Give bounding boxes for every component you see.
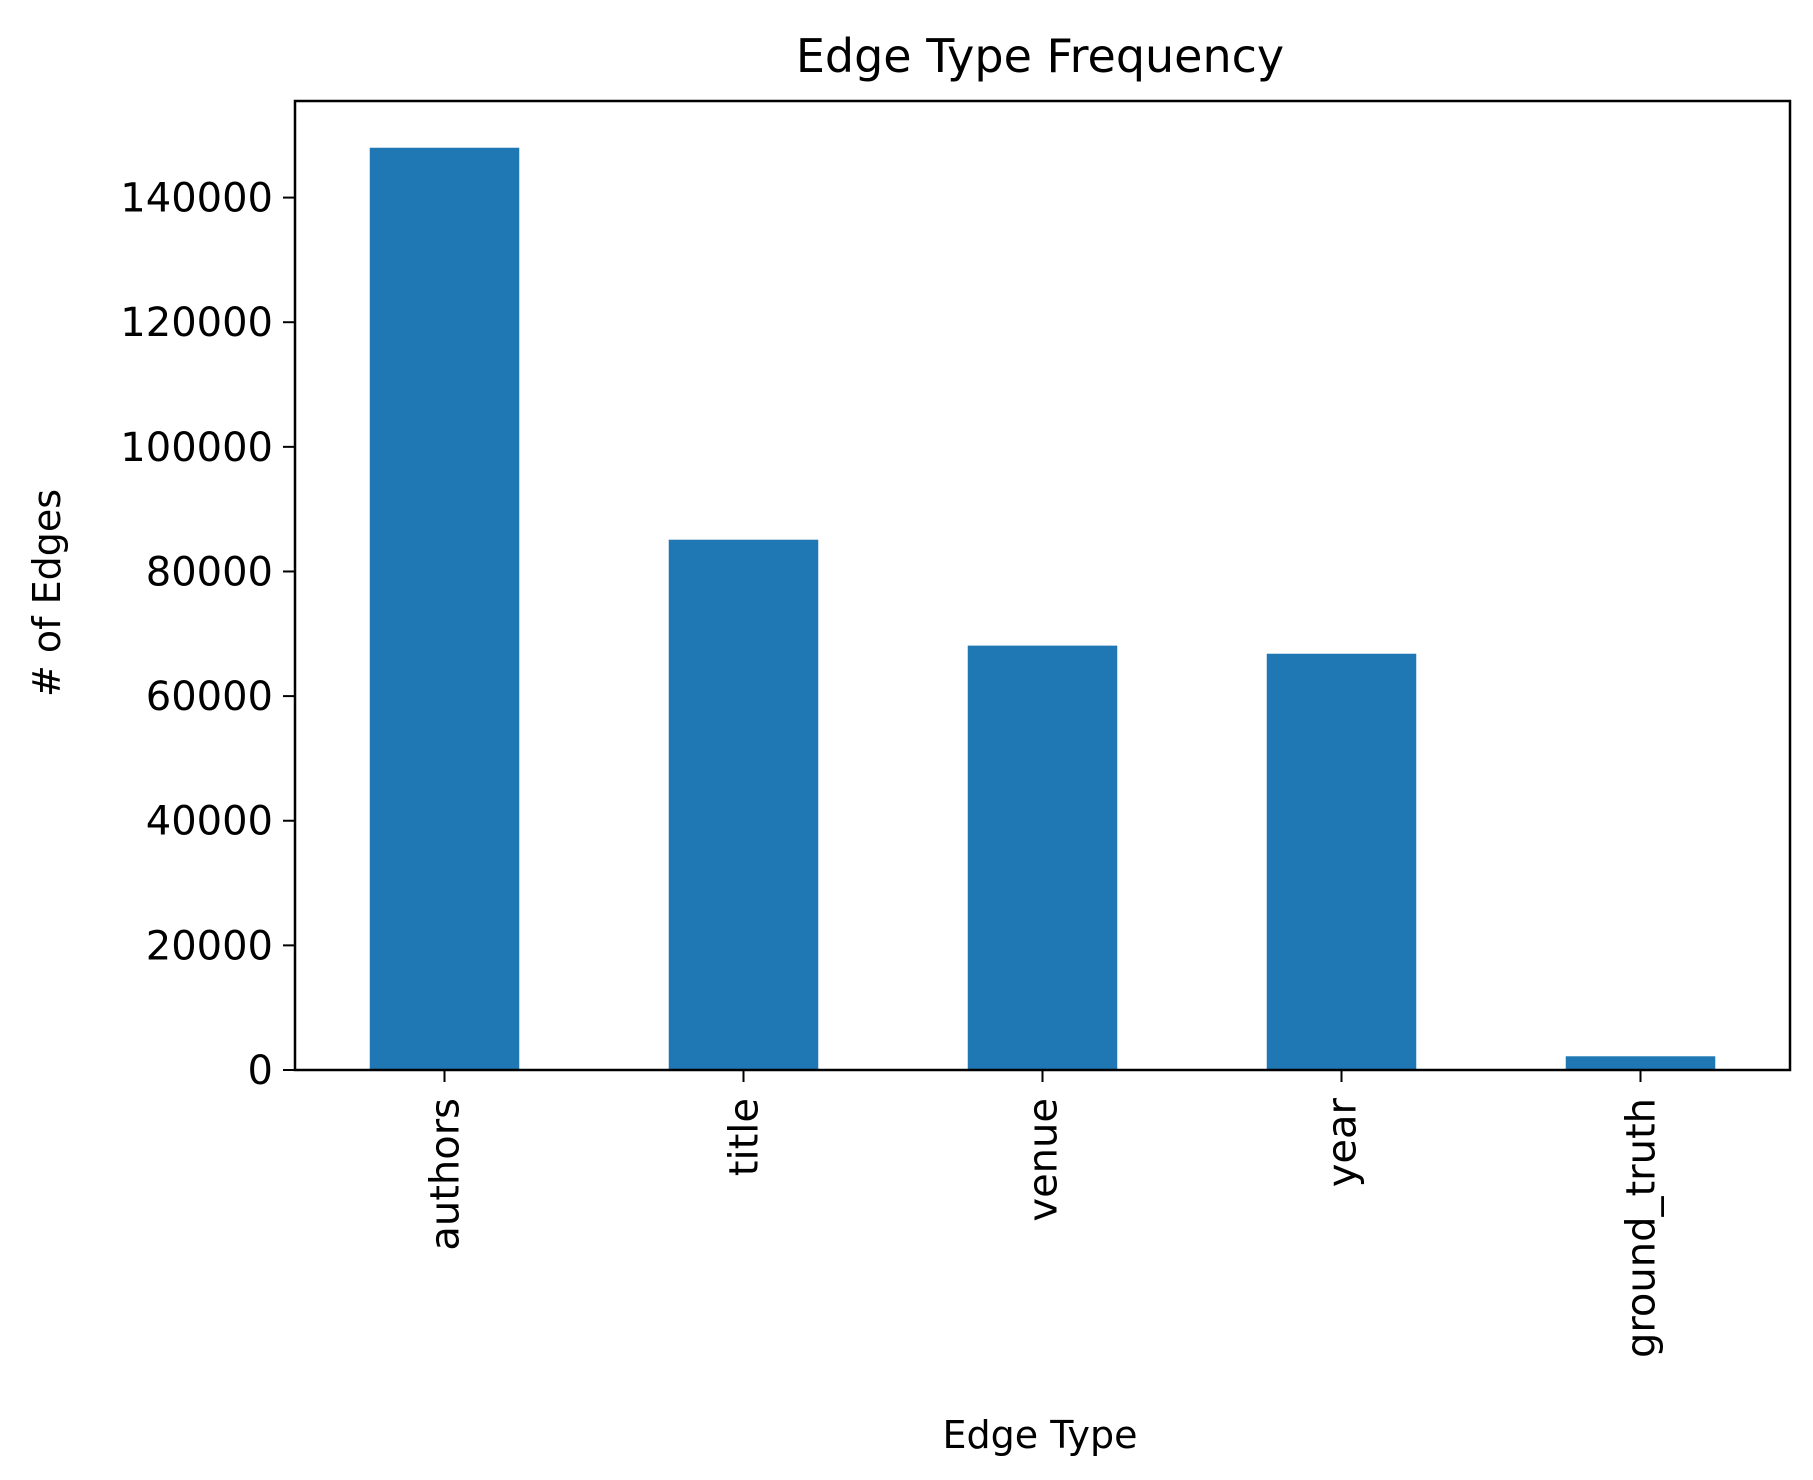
bar-venue: [967, 645, 1118, 1070]
bar-authors: [369, 147, 520, 1070]
bar-ground_truth: [1565, 1056, 1716, 1070]
bar-year: [1266, 653, 1417, 1070]
y-axis-title: # of Edges: [25, 489, 69, 697]
y-tick-label: 0: [248, 1048, 273, 1094]
x-tick-label: ground_truth: [1619, 1098, 1665, 1358]
y-tick-label: 100000: [120, 425, 273, 471]
plot-area: 0 20000 40000 60000 80000 100000 120000 140000 a…: [120, 99, 1792, 1358]
x-tick-label: authors: [423, 1098, 469, 1251]
x-tick-label: title: [722, 1098, 768, 1176]
y-tick-label: 40000: [146, 799, 273, 845]
axes-frame: [293, 99, 1792, 1072]
x-axis-title: Edge Type: [943, 1413, 1138, 1457]
y-tick-label: 20000: [146, 923, 273, 969]
y-tick-label: 60000: [146, 674, 273, 720]
x-tick-label: year: [1320, 1097, 1366, 1187]
x-tick-label: venue: [1021, 1098, 1067, 1222]
y-tick-label: 120000: [120, 300, 273, 346]
y-tick-label: 80000: [146, 549, 273, 595]
bar-title: [668, 539, 819, 1070]
y-tick-label: 140000: [120, 176, 273, 222]
chart-title: Edge Type Frequency: [796, 29, 1284, 83]
